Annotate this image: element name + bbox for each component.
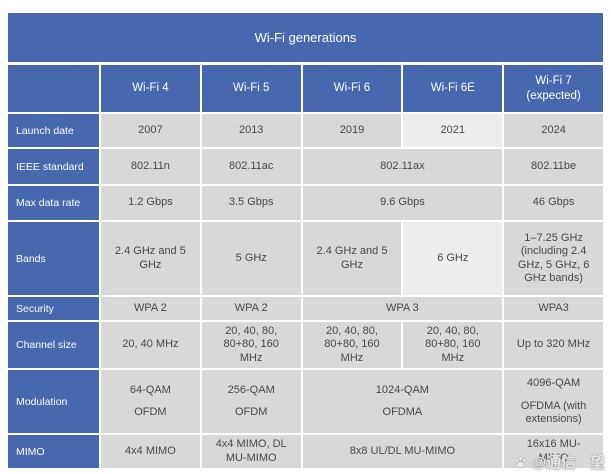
cell-security-1: WPA 2 (201, 297, 301, 320)
column-header-wi-fi-4: Wi-Fi 4 (101, 65, 200, 112)
cell-bands-4: 1–7.25 GHz (including 2.4 GHz, 5 GHz, 6 … (504, 222, 603, 295)
cell-ieee-standard-1: 802.11ac (201, 149, 301, 184)
cell-max-data-rate-0: 1.2 Gbps (101, 186, 200, 220)
cell-max-data-rate-2: 9.6 Gbps (302, 186, 503, 220)
row-label-launch-date: Launch date (8, 114, 99, 147)
cell-mimo-1: 4x4 MIMO, DL MU-MIMO (201, 435, 301, 469)
column-header-wi-fi-6e: Wi-Fi 6E (403, 65, 503, 112)
cell-security-2: WPA 3 (302, 297, 503, 320)
cell-ieee-standard-3: 802.11be (504, 149, 603, 184)
cell-channel-size-2: 20, 40, 80, 80+80, 160 MHz (302, 322, 402, 369)
corner-cell (8, 65, 99, 112)
cell-channel-size-3: 20, 40, 80, 80+80, 160 MHz (403, 322, 503, 369)
cell-bands-0: 2.4 GHz and 5 GHz (101, 222, 200, 295)
cell-launch-date-0: 2007 (101, 114, 200, 147)
column-header-wi-fi-6: Wi-Fi 6 (302, 65, 402, 112)
cell-modulation-2: 1024-QAM OFDMA (302, 370, 503, 434)
cell-mimo-0: 4x4 MIMO (101, 435, 200, 469)
cell-max-data-rate-3: 46 Gbps (504, 186, 603, 220)
cell-mimo-3: 16x16 MU- MIMO (504, 435, 603, 469)
cell-channel-size-1: 20, 40, 80, 80+80, 160 MHz (201, 322, 301, 369)
row-label-mimo: MIMO (8, 435, 99, 469)
cell-launch-date-3: 2021 (403, 114, 503, 147)
table-title: Wi-Fi generations (8, 13, 603, 62)
cell-security-3: WPA3 (504, 297, 603, 320)
row-label-security: Security (8, 297, 99, 320)
cell-modulation-3: 4096-QAM OFDMA (with extensions) (504, 370, 603, 434)
cell-channel-size-0: 20, 40 MHz (101, 322, 200, 369)
cell-ieee-standard-0: 802.11n (101, 149, 200, 184)
row-label-channel-size: Channel size (8, 322, 99, 369)
cell-max-data-rate-1: 3.5 Gbps (201, 186, 301, 220)
row-label-bands: Bands (8, 222, 99, 295)
cell-mimo-2: 8x8 UL/DL MU-MIMO (302, 435, 503, 469)
wifi-table: Wi-Fi 4 Wi-Fi 5 Wi-Fi 6 Wi-Fi 6E Wi-Fi 7 (ex… (8, 65, 603, 469)
column-header-wi-fi-7: Wi-Fi 7 (expected) (504, 65, 603, 112)
cell-bands-1: 5 GHz (201, 222, 301, 295)
row-label-ieee-standard: IEEE standard (8, 149, 99, 184)
cell-bands-2: 2.4 GHz and 5 GHz (302, 222, 402, 295)
row-label-modulation: Modulation (8, 370, 99, 434)
cell-channel-size-4: Up to 320 MHz (504, 322, 603, 369)
cell-launch-date-4: 2024 (504, 114, 603, 147)
column-header-wi-fi-5: Wi-Fi 5 (201, 65, 301, 112)
row-label-max-data-rate: Max data rate (8, 186, 99, 220)
cell-bands-3: 6 GHz (403, 222, 503, 295)
cell-ieee-standard-2: 802.11ax (302, 149, 503, 184)
cell-modulation-1: 256-QAM OFDM (201, 370, 301, 434)
cell-modulation-0: 64-QAM OFDM (101, 370, 200, 434)
cell-security-0: WPA 2 (101, 297, 200, 320)
cell-launch-date-2: 2019 (302, 114, 402, 147)
cell-launch-date-1: 2013 (201, 114, 301, 147)
